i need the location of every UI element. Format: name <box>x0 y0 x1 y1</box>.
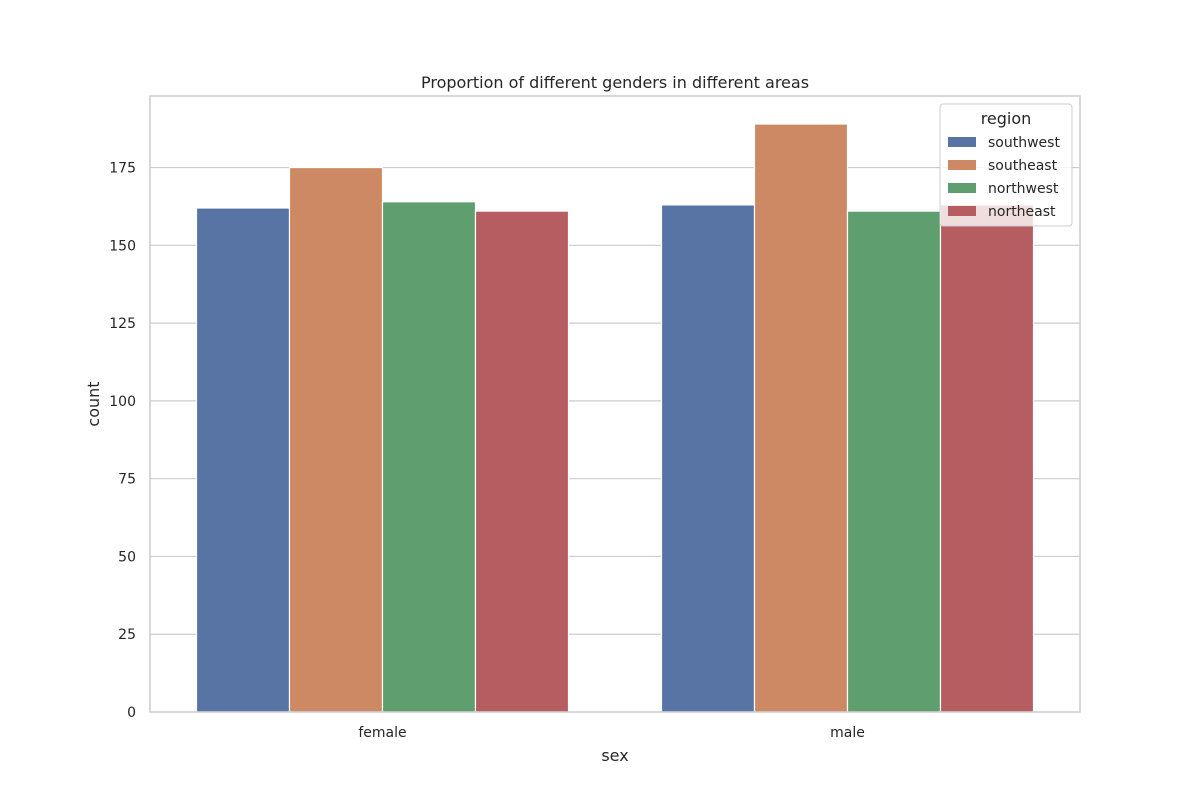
legend-box <box>939 103 1073 227</box>
x-axis-label: sex <box>601 746 628 765</box>
bar-southeast-female <box>288 166 384 713</box>
legend-swatch-northwest <box>948 183 976 193</box>
legend: region southwest southeast northwest northe… <box>939 103 1073 227</box>
plot-frame <box>149 95 1081 713</box>
bar-northwest-female <box>381 201 477 713</box>
legend-swatch-northeast <box>948 206 976 216</box>
bar-northeast-female <box>474 210 570 713</box>
legend-swatch-southwest <box>948 137 976 147</box>
y-tick-label: 0 <box>127 705 136 721</box>
y-tick-label: 100 <box>109 394 136 410</box>
bars-layer <box>195 123 1035 713</box>
legend-label-northwest: northwest <box>988 181 1059 197</box>
bar-northwest-male <box>846 210 942 713</box>
bar-southwest-female <box>195 207 291 713</box>
x-tick-label: female <box>358 725 406 741</box>
bar-northeast-male <box>939 204 1035 713</box>
legend-swatch-southeast <box>948 160 976 170</box>
legend-label-southwest: southwest <box>988 135 1060 151</box>
bar-southeast-male <box>753 123 849 713</box>
legend-title: region <box>981 109 1032 128</box>
legend-label-southeast: southeast <box>988 158 1058 174</box>
y-tick-labels: 0 25 50 75 100 125 150 175 <box>109 161 136 721</box>
y-tick-label: 150 <box>109 238 136 254</box>
y-tick-label: 25 <box>118 627 136 643</box>
y-tick-label: 50 <box>118 549 136 565</box>
x-tick-labels: female male <box>358 725 865 741</box>
x-tick-label: male <box>830 725 865 741</box>
y-tick-label: 175 <box>109 161 136 177</box>
y-tick-label: 125 <box>109 316 136 332</box>
y-axis-label: count <box>84 381 103 426</box>
legend-items: southwest southeast northwest northeast <box>948 135 1060 220</box>
y-tick-label: 75 <box>118 472 136 488</box>
bar-southwest-male <box>660 204 756 713</box>
legend-label-northeast: northeast <box>988 204 1056 220</box>
chart-title: Proportion of different genders in diffe… <box>421 73 809 92</box>
